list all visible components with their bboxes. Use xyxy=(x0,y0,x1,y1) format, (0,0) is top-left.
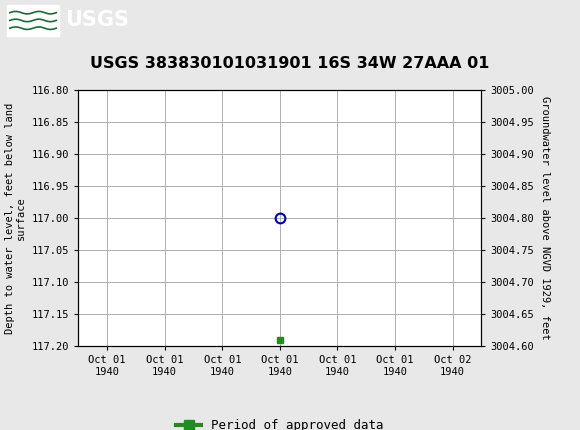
Y-axis label: Depth to water level, feet below land
surface: Depth to water level, feet below land su… xyxy=(5,103,26,334)
Text: USGS 383830101031901 16S 34W 27AAA 01: USGS 383830101031901 16S 34W 27AAA 01 xyxy=(90,56,490,71)
Bar xyxy=(7,5,59,36)
Y-axis label: Groundwater level above NGVD 1929, feet: Groundwater level above NGVD 1929, feet xyxy=(540,96,550,340)
Text: USGS: USGS xyxy=(65,10,129,31)
Legend: Period of approved data: Period of approved data xyxy=(171,414,389,430)
